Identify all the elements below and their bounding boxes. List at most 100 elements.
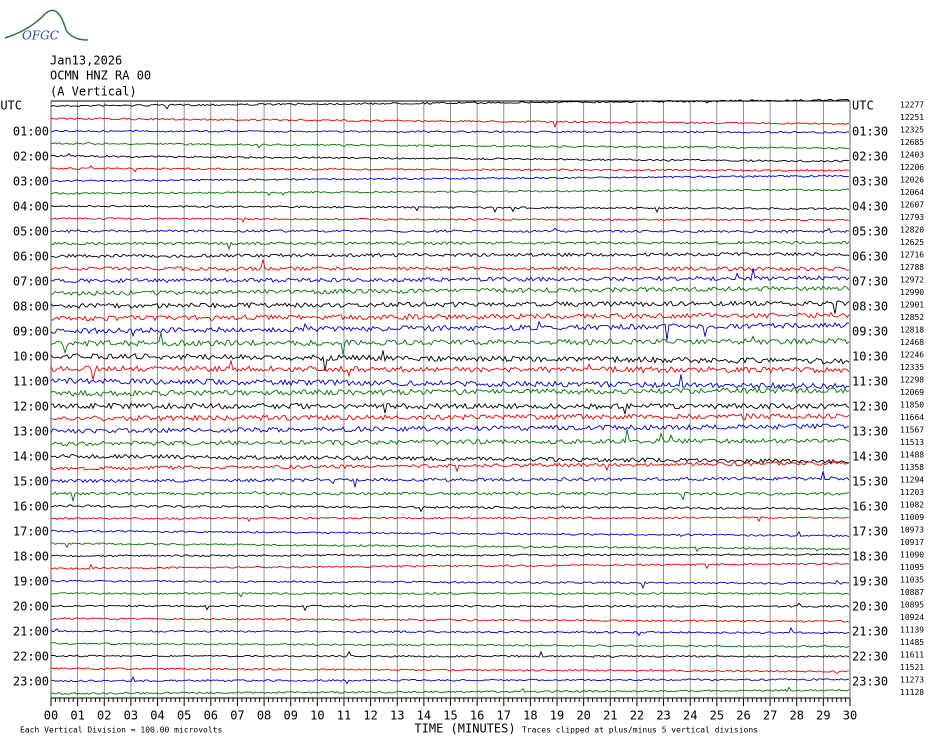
right-hour-label: 18:30 <box>852 550 888 564</box>
trace <box>50 188 850 196</box>
left-hour-label: 11:00 <box>13 375 49 389</box>
left-hour-label: 21:00 <box>13 625 49 639</box>
trace <box>50 385 850 397</box>
trace <box>50 332 850 355</box>
x-tick-label: 09 <box>283 709 297 723</box>
trace <box>50 516 850 523</box>
left-hour-label: 02:00 <box>13 150 49 164</box>
left-hour-label: 22:00 <box>13 650 49 664</box>
right-hour-label: 11:30 <box>852 375 888 389</box>
x-tick-label: 30 <box>843 709 857 723</box>
x-tick-label: 12 <box>363 709 377 723</box>
x-tick-label: 11 <box>337 709 351 723</box>
x-tick-label: 05 <box>177 709 191 723</box>
trace <box>50 259 850 272</box>
left-hour-label: 19:00 <box>13 575 49 589</box>
trace <box>50 374 850 390</box>
right-hour-label: 10:30 <box>852 350 888 364</box>
trace <box>51 675 850 685</box>
trace <box>50 240 850 251</box>
trace-value: 12246 <box>900 351 924 360</box>
right-hour-label: 21:30 <box>852 625 888 639</box>
footer-left: Each Vertical Division = 100.00 microvol… <box>20 726 222 735</box>
trace-value: 12325 <box>900 126 924 135</box>
right-hour-label: UTC <box>852 99 874 113</box>
left-hour-label: 04:00 <box>13 200 49 214</box>
trace <box>50 429 850 447</box>
trace-value: 11488 <box>900 451 924 460</box>
footer-right: Traces clipped at plus/minus 5 vertical … <box>522 726 758 735</box>
x-tick-label: 19 <box>550 709 564 723</box>
x-tick-label: 17 <box>497 709 511 723</box>
trace-value: 11521 <box>900 663 924 672</box>
left-hour-label: 09:00 <box>13 325 49 339</box>
right-hour-label: 13:30 <box>852 425 888 439</box>
trace <box>50 542 850 553</box>
trace <box>50 667 850 675</box>
trace-value: 11273 <box>900 676 924 685</box>
date: Jan13,2026 <box>50 54 122 68</box>
trace <box>51 402 850 415</box>
trace <box>50 460 850 473</box>
x-tick-label: 07 <box>230 709 244 723</box>
right-hour-label: 06:30 <box>852 250 888 264</box>
x-tick-label: 21 <box>603 709 617 723</box>
trace-value: 11090 <box>900 551 924 560</box>
trace-value: 12064 <box>900 188 924 197</box>
right-hour-label: 14:30 <box>852 450 888 464</box>
trace-value: 12277 <box>900 101 924 110</box>
x-tick-label: 16 <box>470 709 484 723</box>
x-tick-label: 02 <box>97 709 111 723</box>
trace <box>50 686 850 695</box>
trace <box>50 129 850 134</box>
left-hour-label: 20:00 <box>13 600 49 614</box>
x-tick-label: 14 <box>417 709 431 723</box>
x-tick-label: 20 <box>576 709 590 723</box>
x-tick-label: 18 <box>523 709 537 723</box>
trace <box>50 360 850 380</box>
trace <box>50 153 850 163</box>
trace-value: 11035 <box>900 576 924 585</box>
left-hour-label: 16:00 <box>13 500 49 514</box>
trace-value: 12468 <box>900 338 924 347</box>
trace-value: 12972 <box>900 276 924 285</box>
trace-value: 11203 <box>900 488 924 497</box>
trace <box>50 579 850 590</box>
left-hour-label: 17:00 <box>13 525 49 539</box>
x-tick-label: 04 <box>150 709 164 723</box>
trace-value: 11664 <box>900 413 924 422</box>
left-hour-label: UTC <box>0 99 22 113</box>
trace-value: 12852 <box>900 313 924 322</box>
trace-value: 11611 <box>900 651 924 660</box>
trace-value: 12793 <box>900 213 924 222</box>
trace-value: 11850 <box>900 401 924 410</box>
right-hour-label: 03:30 <box>852 175 888 189</box>
logo-arc <box>4 9 89 41</box>
left-hour-label: 03:00 <box>13 175 49 189</box>
trace-value: 12901 <box>900 301 924 310</box>
left-hour-label: 01:00 <box>13 125 49 139</box>
trace <box>50 285 850 296</box>
trace-value: 12685 <box>900 138 924 147</box>
trace-value: 12206 <box>900 163 924 172</box>
trace <box>50 412 850 422</box>
right-hour-label: 22:30 <box>852 650 888 664</box>
right-hour-label: 07:30 <box>852 275 888 289</box>
trace-value: 12335 <box>900 363 924 372</box>
station: OCMN HNZ RA 00 <box>50 69 151 83</box>
trace <box>50 217 850 223</box>
trace-value: 11485 <box>900 638 924 647</box>
trace <box>50 165 850 173</box>
left-hour-label: 06:00 <box>13 250 49 264</box>
trace <box>50 251 850 259</box>
x-tick-label: 24 <box>683 709 697 723</box>
x-tick-label: 10 <box>310 709 324 723</box>
trace-value: 12820 <box>900 226 924 235</box>
trace-value: 11567 <box>900 426 924 435</box>
x-tick-label: 28 <box>790 709 804 723</box>
trace <box>50 471 850 489</box>
right-hour-label: 04:30 <box>852 200 888 214</box>
left-hour-label: 07:00 <box>13 275 49 289</box>
trace <box>50 320 850 341</box>
left-hour-label: 14:00 <box>13 450 49 464</box>
